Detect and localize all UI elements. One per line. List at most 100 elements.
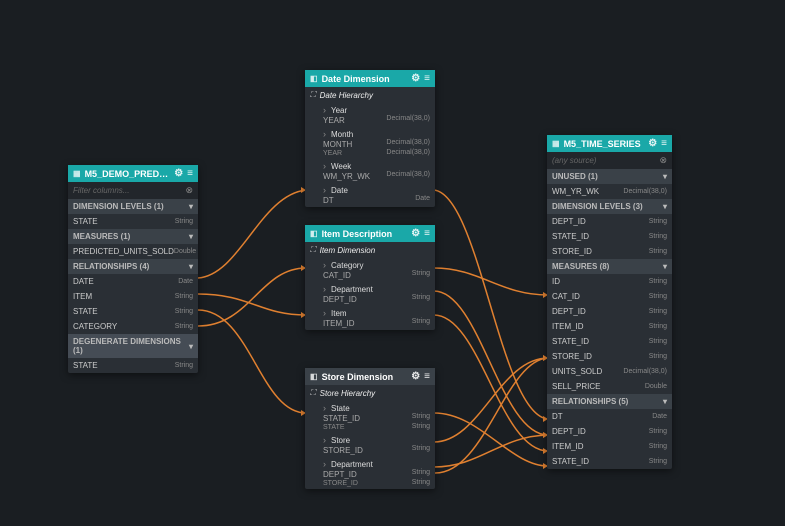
section-dim-levels[interactable]: DIMENSION LEVELS (3)▾ [547, 199, 672, 214]
menu-icon[interactable]: ≡ [424, 371, 430, 382]
field-row[interactable]: DTDate [547, 409, 672, 424]
chevron-down-icon: ▾ [189, 342, 193, 351]
field-row[interactable]: STATEString [68, 304, 198, 319]
field-row[interactable]: PREDICTED_UNITS_SOLD Double [68, 244, 198, 259]
field-row[interactable]: DEPT_IDString [547, 424, 672, 439]
panel-title: M5_DEMO_PREDICTIONS_DO [85, 169, 171, 179]
gear-icon[interactable]: ⚙ [411, 228, 420, 239]
field-row[interactable]: ITEM_IDString [547, 319, 672, 334]
field-row[interactable]: ›Store STORE_IDString [305, 433, 435, 457]
port-in-icon: › [323, 105, 331, 115]
field-row[interactable]: ›Year YEARDecimal(38,0) [305, 103, 435, 127]
port-in-icon: › [323, 129, 331, 139]
field-row[interactable]: WM_YR_WKDecimal(38,0) [547, 184, 672, 199]
field-row[interactable]: ›Month MONTHDecimal(38,0) YEARDecimal(38… [305, 127, 435, 159]
hierarchy-label: ⛶ Date Hierarchy [305, 87, 435, 103]
field-row[interactable]: ›Week WM_YR_WKDecimal(38,0) [305, 159, 435, 183]
filter-row[interactable]: Filter columns... ⊗ [68, 182, 198, 199]
table-icon: ▦ [552, 139, 560, 148]
menu-icon[interactable]: ≡ [661, 138, 667, 149]
hierarchy-icon: ⛶ [310, 90, 316, 100]
field-row[interactable]: ITEM_IDString [547, 439, 672, 454]
panel-title: Store Dimension [322, 372, 408, 382]
section-measures[interactable]: MEASURES (8)▾ [547, 259, 672, 274]
field-row[interactable]: DATEDate [68, 274, 198, 289]
hierarchy-label: ⛶ Item Dimension [305, 242, 435, 258]
field-row[interactable]: STORE_IDString [547, 244, 672, 259]
gear-icon[interactable]: ⚙ [648, 138, 657, 149]
clear-icon[interactable]: ⊗ [185, 185, 193, 196]
filter-row[interactable]: (any source) ⊗ [547, 152, 672, 169]
field-row[interactable]: STORE_IDString [547, 349, 672, 364]
hierarchy-label: ⛶ Store Hierarchy [305, 385, 435, 401]
panel-header[interactable]: ◧ Store Dimension ⚙ ≡ [305, 368, 435, 385]
port-in-icon: › [323, 459, 331, 469]
hierarchy-icon: ⛶ [310, 388, 316, 398]
panel-header[interactable]: ▦ M5_TIME_SERIES ⚙ ≡ [547, 135, 672, 152]
section-dim-levels[interactable]: DIMENSION LEVELS (1)▾ [68, 199, 198, 214]
field-row[interactable]: STATE String [68, 214, 198, 229]
panel-predictions[interactable]: ▦ M5_DEMO_PREDICTIONS_DO ⚙ ≡ Filter colu… [68, 165, 198, 373]
section-relationships[interactable]: RELATIONSHIPS (4)▾ [68, 259, 198, 274]
field-row[interactable]: CAT_IDString [547, 289, 672, 304]
panel-store-dimension[interactable]: ◧ Store Dimension ⚙ ≡ ⛶ Store Hierarchy … [305, 368, 435, 489]
port-in-icon: › [323, 435, 331, 445]
chevron-down-icon: ▾ [663, 397, 667, 406]
panel-item-description[interactable]: ◧ Item Description ⚙ ≡ ⛶ Item Dimension … [305, 225, 435, 330]
section-unused[interactable]: UNUSED (1)▾ [547, 169, 672, 184]
menu-icon[interactable]: ≡ [424, 228, 430, 239]
field-row[interactable]: STATE_IDString [547, 334, 672, 349]
panel-title: Item Description [322, 229, 408, 239]
field-row[interactable]: ITEMString [68, 289, 198, 304]
chevron-down-icon: ▾ [663, 172, 667, 181]
cube-icon: ◧ [310, 372, 318, 381]
field-row[interactable]: ›Department DEPT_IDString STORE_IDString [305, 457, 435, 489]
field-row[interactable]: STATE_IDString [547, 454, 672, 469]
cube-icon: ◧ [310, 74, 318, 83]
field-row[interactable]: STATE_IDString [547, 229, 672, 244]
chevron-down-icon: ▾ [189, 202, 193, 211]
field-row[interactable]: CATEGORYString [68, 319, 198, 334]
panel-title: Date Dimension [322, 74, 408, 84]
gear-icon[interactable]: ⚙ [411, 371, 420, 382]
chevron-down-icon: ▾ [189, 262, 193, 271]
field-row[interactable]: ›Category CAT_IDString [305, 258, 435, 282]
menu-icon[interactable]: ≡ [424, 73, 430, 84]
field-row[interactable]: IDString [547, 274, 672, 289]
section-measures[interactable]: MEASURES (1)▾ [68, 229, 198, 244]
port-in-icon: › [323, 260, 331, 270]
panel-header[interactable]: ▦ M5_DEMO_PREDICTIONS_DO ⚙ ≡ [68, 165, 198, 182]
chevron-down-icon: ▾ [189, 232, 193, 241]
port-in-icon: › [323, 185, 331, 195]
filter-placeholder: Filter columns... [73, 186, 185, 195]
field-row[interactable]: STATEString [68, 358, 198, 373]
field-row[interactable]: ›Item ITEM_IDString [305, 306, 435, 330]
gear-icon[interactable]: ⚙ [411, 73, 420, 84]
panel-header[interactable]: ◧ Item Description ⚙ ≡ [305, 225, 435, 242]
port-in-icon: › [323, 161, 331, 171]
filter-placeholder: (any source) [552, 156, 659, 165]
port-in-icon: › [323, 284, 331, 294]
table-icon: ▦ [73, 169, 81, 178]
field-row[interactable]: ›Date DTDate [305, 183, 435, 207]
clear-icon[interactable]: ⊗ [659, 155, 667, 166]
cube-icon: ◧ [310, 229, 318, 238]
field-row[interactable]: DEPT_IDString [547, 304, 672, 319]
section-relationships[interactable]: RELATIONSHIPS (5)▾ [547, 394, 672, 409]
chevron-down-icon: ▾ [663, 262, 667, 271]
hierarchy-icon: ⛶ [310, 245, 316, 255]
field-row[interactable]: SELL_PRICEDouble [547, 379, 672, 394]
panel-header[interactable]: ◧ Date Dimension ⚙ ≡ [305, 70, 435, 87]
field-row[interactable]: ›State STATE_IDString STATEString [305, 401, 435, 433]
gear-icon[interactable]: ⚙ [174, 168, 183, 179]
port-in-icon: › [323, 308, 331, 318]
chevron-down-icon: ▾ [663, 202, 667, 211]
field-row[interactable]: DEPT_IDString [547, 214, 672, 229]
field-row[interactable]: UNITS_SOLDDecimal(38,0) [547, 364, 672, 379]
panel-date-dimension[interactable]: ◧ Date Dimension ⚙ ≡ ⛶ Date Hierarchy ›Y… [305, 70, 435, 207]
section-degenerate[interactable]: DEGENERATE DIMENSIONS (1)▾ [68, 334, 198, 358]
panel-title: M5_TIME_SERIES [564, 139, 645, 149]
menu-icon[interactable]: ≡ [187, 168, 193, 179]
panel-time-series[interactable]: ▦ M5_TIME_SERIES ⚙ ≡ (any source) ⊗ UNUS… [547, 135, 672, 469]
field-row[interactable]: ›Department DEPT_IDString [305, 282, 435, 306]
